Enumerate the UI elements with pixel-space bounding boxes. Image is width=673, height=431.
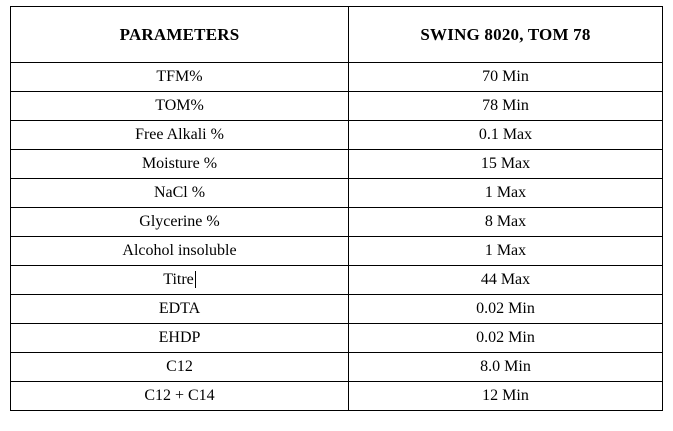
parameter-cell[interactable]: Titre — [10, 265, 349, 295]
parameter-cell[interactable]: Alcohol insoluble — [10, 236, 349, 266]
table-row: Titre 44 Max — [10, 265, 663, 295]
table-row: TFM% 70 Min — [10, 62, 663, 92]
table-row: C12 8.0 Min — [10, 352, 663, 382]
value-label: 0.02 Min — [476, 329, 535, 346]
value-label: 1 Max — [484, 184, 527, 201]
table-row: NaCl % 1 Max — [10, 178, 663, 208]
text-cursor — [194, 271, 196, 288]
value-cell[interactable]: 1 Max — [348, 236, 663, 266]
parameter-cell[interactable]: Glycerine % — [10, 207, 349, 237]
value-label: 1 Max — [484, 242, 527, 259]
parameter-cell[interactable]: EDTA — [10, 294, 349, 324]
value-cell[interactable]: 15 Max — [348, 149, 663, 179]
parameter-label: C12 + C14 — [144, 387, 215, 404]
value-label: 0.02 Min — [476, 300, 535, 317]
value-cell[interactable]: 1 Max — [348, 178, 663, 208]
parameter-label: C12 — [166, 358, 193, 375]
parameter-cell[interactable]: Free Alkali % — [10, 120, 349, 150]
table-body: TFM% 70 Min TOM% 78 Min Free Alkali % 0.1 Max… — [10, 62, 663, 411]
header-cell-parameters[interactable]: PARAMETERS — [10, 6, 349, 63]
parameter-cell[interactable]: TFM% — [10, 62, 349, 92]
value-label: 12 Min — [482, 387, 529, 404]
parameter-label: Titre — [163, 271, 194, 288]
parameters-table: PARAMETERS SWING 8020, TOM 78 TFM% 70 Min… — [10, 6, 663, 411]
parameter-label: EHDP — [158, 329, 201, 346]
value-cell[interactable]: 44 Max — [348, 265, 663, 295]
value-label: 8 Max — [484, 213, 527, 230]
value-label: 70 Min — [482, 68, 529, 85]
parameter-label: Moisture % — [141, 155, 218, 172]
value-cell[interactable]: 0.1 Max — [348, 120, 663, 150]
table-row: TOM% 78 Min — [10, 91, 663, 121]
parameter-label: NaCl % — [153, 184, 206, 201]
table-row: C12 + C14 12 Min — [10, 381, 663, 411]
table-row: Glycerine % 8 Max — [10, 207, 663, 237]
value-label: 8.0 Min — [480, 358, 531, 375]
value-cell[interactable]: 0.02 Min — [348, 294, 663, 324]
header-cell-product[interactable]: SWING 8020, TOM 78 — [348, 6, 663, 63]
parameter-cell[interactable]: EHDP — [10, 323, 349, 353]
table-row: Free Alkali % 0.1 Max — [10, 120, 663, 150]
value-label: 78 Min — [482, 97, 529, 114]
table-row: Moisture % 15 Max — [10, 149, 663, 179]
value-cell[interactable]: 8.0 Min — [348, 352, 663, 382]
table-header-row: PARAMETERS SWING 8020, TOM 78 — [10, 6, 663, 63]
parameter-cell[interactable]: Moisture % — [10, 149, 349, 179]
parameter-cell[interactable]: C12 + C14 — [10, 381, 349, 411]
value-label: 44 Max — [480, 271, 531, 288]
value-label: 15 Max — [480, 155, 531, 172]
value-cell[interactable]: 78 Min — [348, 91, 663, 121]
value-cell[interactable]: 12 Min — [348, 381, 663, 411]
parameter-label: Glycerine % — [139, 213, 220, 230]
table-row: EHDP 0.02 Min — [10, 323, 663, 353]
parameter-cell[interactable]: C12 — [10, 352, 349, 382]
table-row: Alcohol insoluble 1 Max — [10, 236, 663, 266]
table-row: EDTA 0.02 Min — [10, 294, 663, 324]
value-cell[interactable]: 70 Min — [348, 62, 663, 92]
parameter-label: EDTA — [158, 300, 201, 317]
parameter-cell[interactable]: NaCl % — [10, 178, 349, 208]
value-cell[interactable]: 8 Max — [348, 207, 663, 237]
parameter-cell[interactable]: TOM% — [10, 91, 349, 121]
value-cell[interactable]: 0.02 Min — [348, 323, 663, 353]
parameter-label: TFM% — [156, 68, 203, 85]
value-label: 0.1 Max — [478, 126, 533, 143]
parameter-label: TOM% — [155, 97, 204, 114]
parameter-label: Alcohol insoluble — [122, 242, 237, 259]
parameter-label: Free Alkali % — [135, 126, 224, 143]
